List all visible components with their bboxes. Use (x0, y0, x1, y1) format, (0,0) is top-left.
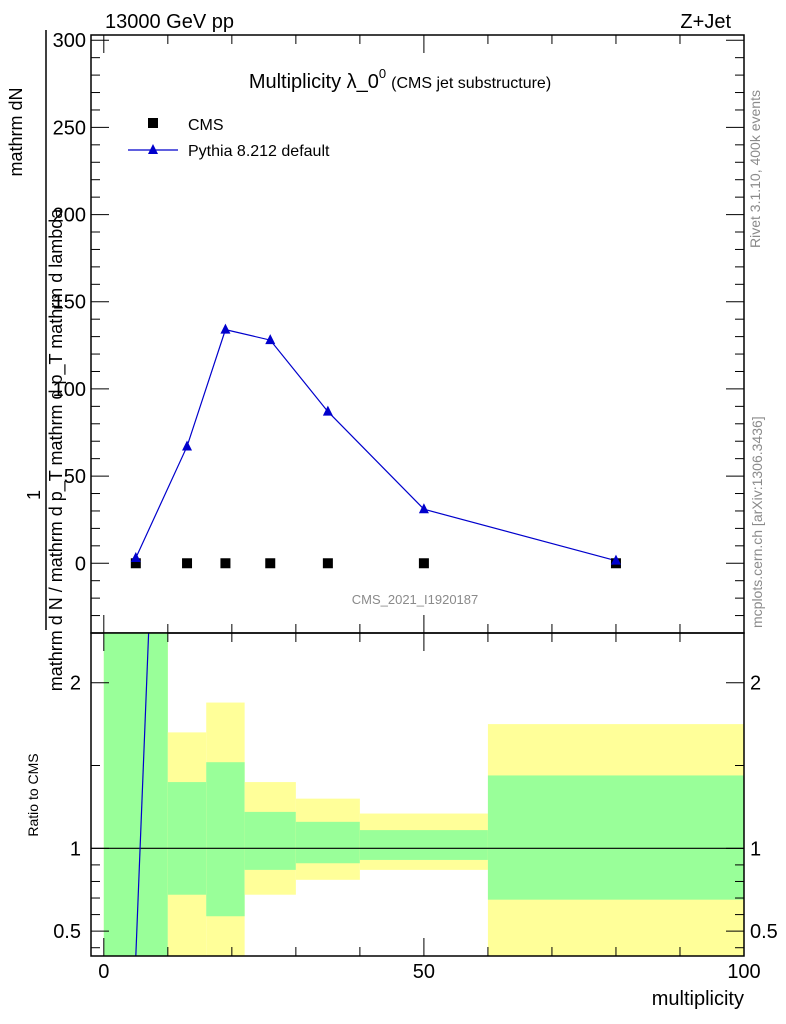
band-inner-6 (487, 775, 744, 900)
plot-title-main: Multiplicity λ_0 (249, 71, 379, 93)
cms-point-3 (265, 558, 276, 569)
band-inner-1 (167, 782, 207, 895)
band-inner-5 (359, 830, 488, 860)
legend-cms-label: CMS (188, 117, 224, 134)
plot-title-note: (CMS jet substructure) (391, 75, 551, 92)
main-ytick-label-5: 250 (53, 117, 86, 139)
pythia-point-2 (220, 323, 231, 334)
y-label-prefix: 1 (24, 490, 44, 500)
main-ytick-label-6: 300 (53, 30, 86, 52)
xtick-label-0: 0 (98, 961, 109, 983)
pythia-point-5 (418, 503, 429, 514)
ratio-ytick-label-right-0: 0.5 (750, 921, 778, 943)
y-label-denominator: mathrm d N / mathrm d p_T mathrm d p_T m… (46, 208, 67, 691)
x-axis: 0 50 100 (98, 35, 761, 983)
main-ytick-label-2: 100 (53, 379, 86, 401)
ratio-plot: 0.5 0.5 1 1 2 2 (53, 632, 778, 957)
pythia-point-4 (322, 405, 333, 416)
band-inner-2 (206, 762, 245, 917)
ratio-ytick-label-right-2: 2 (750, 673, 761, 695)
main-ytick-label-4: 200 (53, 205, 86, 227)
process-label: Z+Jet (680, 11, 731, 33)
main-ytick-label-1: 50 (64, 466, 86, 488)
y-label-numerator: mathrm dN (6, 87, 26, 176)
energy-label: 13000 GeV pp (105, 11, 234, 33)
main-plot: 0 50 100 150 200 250 300 (53, 30, 745, 634)
mcplots-note: mcplots.cern.ch [arXiv:1306.3436] (749, 416, 765, 628)
legend-cms-marker (148, 118, 158, 128)
pythia-line (135, 328, 617, 562)
ratio-ytick-label-left-0: 0.5 (53, 921, 81, 943)
main-ytick-label-0: 0 (75, 553, 86, 575)
pythia-point-1 (182, 440, 193, 451)
xtick-label-1: 50 (413, 961, 435, 983)
main-ytick-label-3: 150 (53, 292, 86, 314)
ratio-frame (90, 632, 745, 957)
xtick-label-2: 100 (727, 961, 760, 983)
band-inner-3 (244, 811, 296, 870)
ratio-ytick-label-left-2: 2 (70, 673, 81, 695)
band-inner-0 (103, 633, 168, 956)
ratio-ytick-label-right-1: 1 (750, 838, 761, 860)
ratio-y-label: Ratio to CMS (25, 753, 41, 836)
plot-title: Multiplicity λ_00 (CMS jet substructure) (249, 66, 551, 93)
legend-pythia-marker (148, 144, 158, 154)
cms-point-2 (220, 558, 231, 569)
cms-point-0 (130, 558, 141, 569)
legend-pythia-label: Pythia 8.212 default (188, 143, 330, 160)
cms-point-4 (322, 558, 333, 569)
x-axis-label: multiplicity (652, 988, 744, 1010)
ratio-ytick-label-left-1: 1 (70, 838, 81, 860)
cms-point-5 (418, 558, 429, 569)
y-axis-label: 1 mathrm d N / mathrm d p_T mathrm d p_T… (6, 30, 67, 691)
ratio-mc-line (135, 632, 150, 957)
rivet-note: Rivet 3.1.10, 400k events (747, 90, 763, 248)
pythia-point-0 (130, 552, 141, 563)
pythia-point-6 (610, 554, 621, 565)
pythia-point-3 (265, 334, 276, 345)
plot-title-superscript: 0 (379, 66, 386, 81)
analysis-watermark: CMS_2021_I1920187 (352, 592, 479, 607)
band-inner-4 (295, 821, 360, 864)
cms-point-1 (182, 558, 193, 569)
